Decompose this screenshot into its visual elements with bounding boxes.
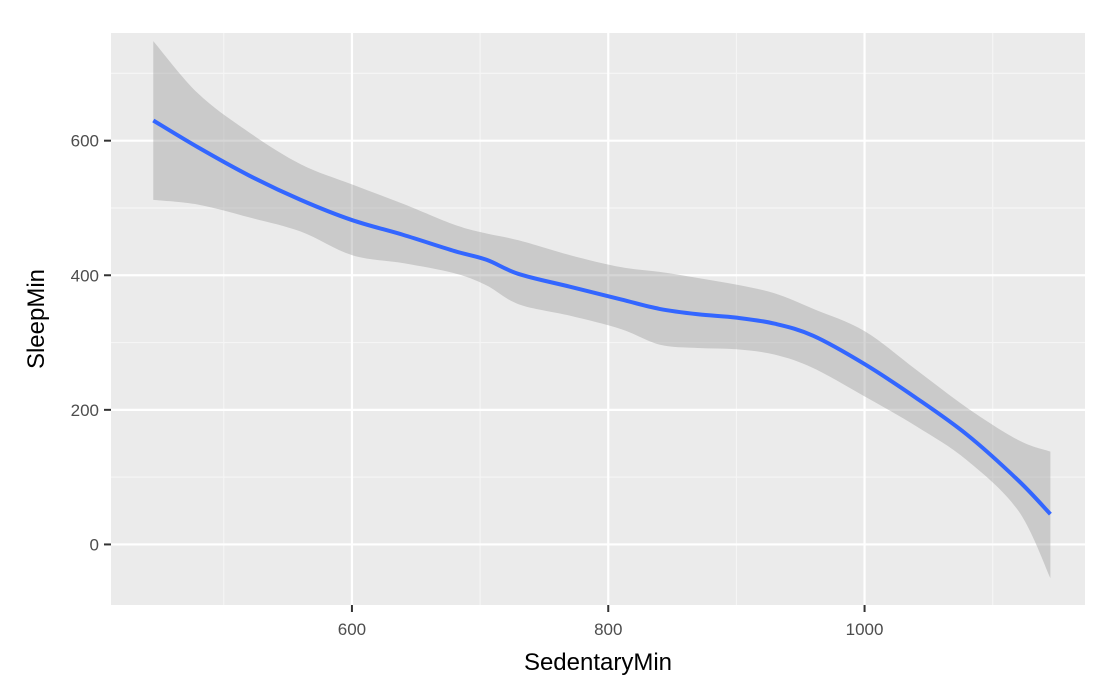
- y-tick-label: 400: [71, 266, 99, 285]
- x-tick-label: 1000: [846, 620, 884, 639]
- major-grid: [111, 33, 1085, 605]
- x-axis-title: SedentaryMin: [524, 649, 672, 676]
- x-tick-label: 800: [594, 620, 622, 639]
- y-axis: 0 200 400 600: [71, 132, 111, 554]
- y-axis-title: SleepMin: [23, 269, 50, 369]
- x-axis: 600 800 1000: [338, 605, 884, 639]
- confidence-band: [153, 41, 1051, 579]
- y-tick-label: 600: [71, 132, 99, 151]
- y-tick-label: 0: [90, 535, 99, 554]
- plot-panel: [111, 33, 1085, 605]
- x-tick-label: 600: [338, 620, 366, 639]
- fit-line: [152, 118, 1052, 516]
- y-tick-label: 200: [71, 401, 99, 420]
